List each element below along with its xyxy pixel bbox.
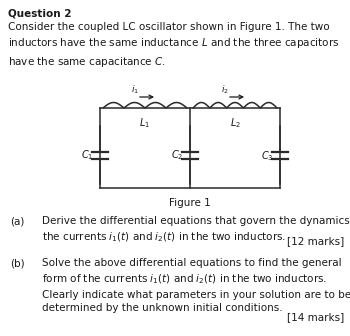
Text: Derive the differential equations that govern the dynamics of
the currents $i_1(: Derive the differential equations that g… [42, 216, 350, 244]
Text: Question 2: Question 2 [8, 8, 71, 18]
Text: Consider the coupled LC oscillator shown in Figure 1. The two
inductors have the: Consider the coupled LC oscillator shown… [8, 22, 340, 69]
Text: $C_2$: $C_2$ [171, 148, 183, 162]
Text: [14 marks]: [14 marks] [287, 312, 344, 322]
Text: $i_2$: $i_2$ [221, 84, 229, 96]
Text: Figure 1: Figure 1 [169, 198, 211, 208]
Text: [12 marks]: [12 marks] [287, 236, 344, 246]
Text: (a): (a) [10, 216, 25, 226]
Text: $C_1$: $C_1$ [81, 148, 93, 162]
Text: Solve the above differential equations to find the general
form of the currents : Solve the above differential equations t… [42, 258, 350, 313]
Text: $L_2$: $L_2$ [230, 116, 240, 130]
Text: $L_1$: $L_1$ [140, 116, 150, 130]
Text: (b): (b) [10, 258, 25, 268]
Text: $C_3$: $C_3$ [261, 149, 273, 163]
Text: $i_1$: $i_1$ [131, 84, 139, 96]
